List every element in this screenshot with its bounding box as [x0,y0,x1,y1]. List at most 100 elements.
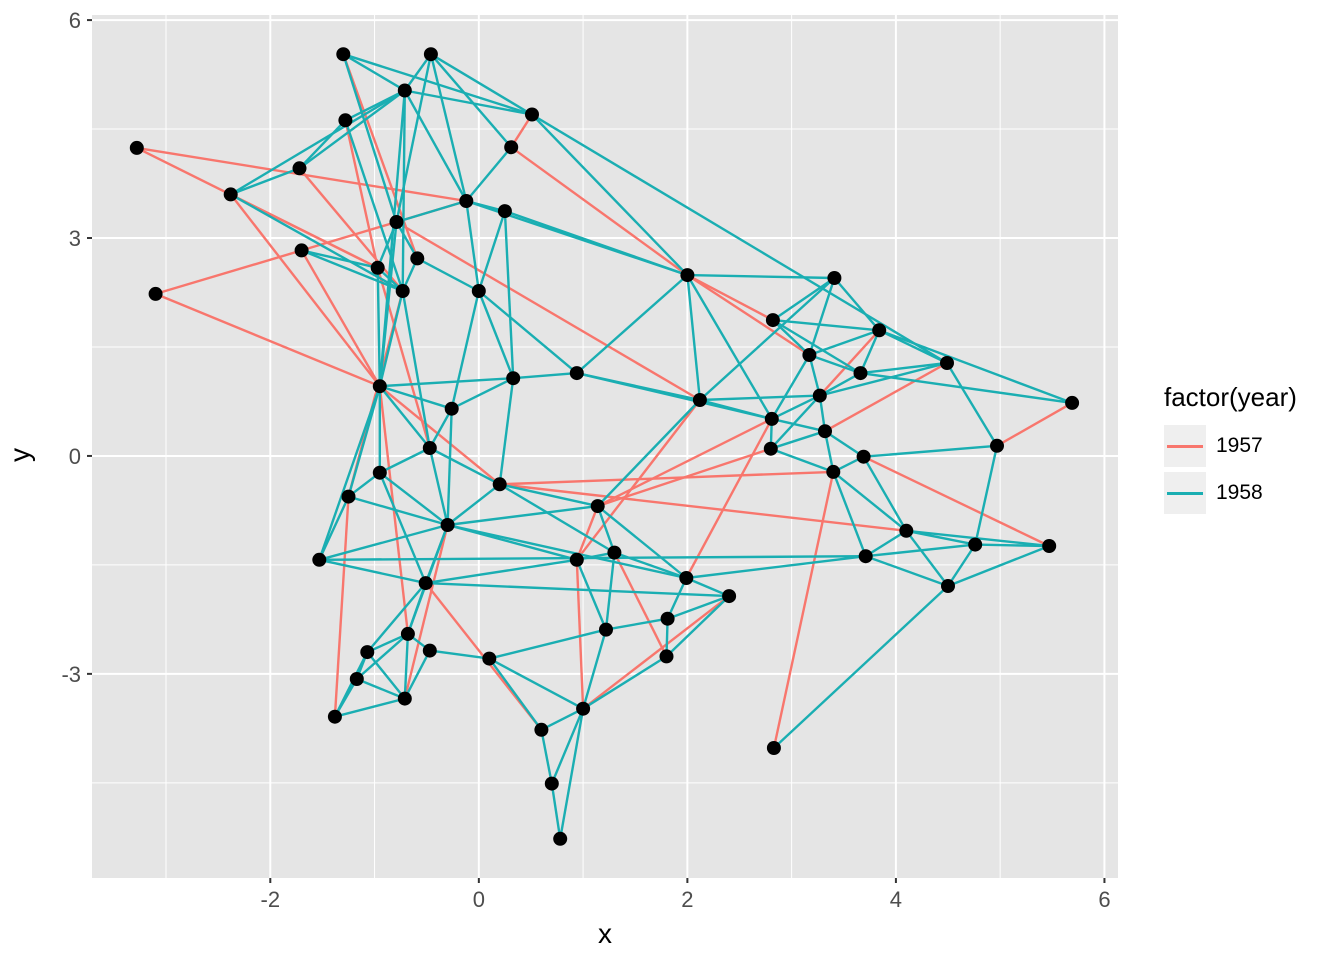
graph-edge [430,53,948,365]
graph-edge [666,577,688,620]
graph-edge [230,89,406,196]
graph-edge [356,633,409,680]
graph-edge [818,329,881,397]
graph-edge [401,290,431,449]
graph-edge [947,544,1050,588]
graph-edge [300,249,381,387]
graph-node [858,549,873,564]
legend-entries: 1957 1958 [1164,425,1342,514]
graph-edge [510,146,689,277]
graph-edge [772,471,835,749]
graph-node [818,424,832,439]
graph-node [389,215,404,229]
graph-edge [465,146,513,202]
graph-edge [379,377,514,388]
graph-edge [865,529,907,558]
graph-edge [862,456,908,532]
graph-node [576,701,591,716]
graph-edge [356,677,406,700]
graph-edge [686,274,811,357]
graph-node [827,271,842,285]
graph-edge [429,53,468,202]
graph-node [553,831,568,846]
graph-node [312,552,327,567]
graph-edge [605,617,668,631]
graph-edge [614,551,687,580]
graph-node [444,401,459,416]
graph-node [349,672,364,686]
graph-edge [376,267,381,387]
graph-node [872,323,887,338]
graph-node [360,645,375,660]
graph-edge [379,446,431,474]
graph-edge [863,444,998,458]
graph-edge [229,193,381,387]
graph-node [418,576,433,591]
graph-edge [403,524,449,699]
graph-edge [581,629,608,710]
graph-node [659,649,674,664]
graph-edge [686,274,773,420]
graph-edge [395,53,433,223]
x-tick-label: 4 [890,887,902,912]
graph-edge [559,708,585,840]
graph-edge [499,483,616,554]
graph-edge [348,495,448,527]
graph-edge [685,418,773,579]
graph-node [397,691,412,706]
graph-node [853,366,868,381]
graph-edge [378,221,398,387]
graph-edge [575,399,701,561]
graph-edge [699,394,820,402]
graph-edge [819,372,862,397]
graph-edge [318,523,448,561]
graph-edge [699,277,836,401]
graph-edge [379,385,453,410]
graph-edge [596,399,701,507]
graph-node [940,356,954,370]
graph-edge [366,632,409,654]
graph-node [856,449,871,464]
graph-edge [575,559,585,709]
graph-node [941,579,955,593]
graph-edge [686,274,774,322]
graph-edge [499,483,598,508]
x-axis-title: x [598,918,612,949]
graph-edge [403,53,432,92]
graph-node [395,284,410,298]
y-tick-label: 0 [69,444,81,469]
graph-edge [946,543,977,587]
graph-node [765,313,780,328]
graph-node [372,379,387,394]
graph-edge [699,398,773,421]
graph-edge [446,408,453,526]
graph-edge [403,89,468,202]
graph-edge [860,361,948,375]
graph-edge [155,249,302,296]
graph-node [400,626,415,641]
graph-edge [596,505,688,579]
graph-edge [366,651,406,700]
graph-edge [344,120,379,269]
graph-edge [808,329,880,357]
graph-node [223,187,238,202]
graph-edge [465,200,480,292]
graph-edge [429,53,513,148]
graph-node [459,194,474,208]
graph-edge [832,471,867,557]
graph-edge [770,354,811,420]
graph-node [534,722,549,737]
graph-node [492,477,507,492]
graph-edge [378,385,431,449]
graph-edge [425,558,577,585]
graph-edge [342,53,419,259]
legend-key-line [1167,491,1203,495]
graph-edge [975,543,1050,548]
graph-edge [499,470,834,486]
graph-edge [403,650,431,700]
graph-edge [498,378,515,485]
graph-edge [974,445,999,545]
graph-edge [450,290,480,409]
x-tick-label: -2 [261,887,281,912]
